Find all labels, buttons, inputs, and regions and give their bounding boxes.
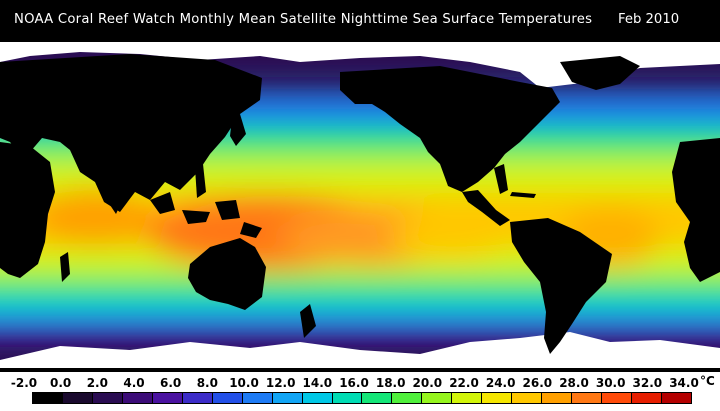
legend-tick-label: 28.0 bbox=[559, 376, 589, 390]
map-date: Feb 2010 bbox=[618, 12, 680, 27]
legend-tick-label: 2.0 bbox=[86, 376, 108, 390]
legend-tick-label: 32.0 bbox=[632, 376, 663, 390]
legend: -2.0 0.0 2.0 4.0 6.0 8.0 10.0 12.0 14.0 16.0 18.0 2… bbox=[0, 372, 720, 411]
color-swatch bbox=[542, 393, 573, 403]
title-bar: NOAA Coral Reef Watch Monthly Mean Satel… bbox=[0, 0, 720, 42]
sst-map bbox=[0, 42, 720, 372]
color-swatch bbox=[182, 393, 213, 403]
legend-tick-label: 26.0 bbox=[522, 376, 553, 390]
sea-ice bbox=[0, 42, 720, 372]
legend-tick-label: 6.0 bbox=[160, 376, 182, 390]
legend-unit: °C bbox=[700, 374, 715, 388]
color-scale-bar bbox=[32, 392, 692, 404]
legend-tick-label: 12.0 bbox=[265, 376, 296, 390]
legend-tick-label: 20.0 bbox=[412, 376, 443, 390]
color-swatch bbox=[62, 393, 93, 403]
color-swatch bbox=[212, 393, 243, 403]
land-masses bbox=[0, 54, 720, 372]
color-swatch bbox=[332, 393, 363, 403]
color-swatch bbox=[452, 393, 483, 403]
color-swatch bbox=[632, 393, 663, 403]
color-swatch bbox=[33, 393, 63, 403]
color-swatch bbox=[272, 393, 303, 403]
legend-tick-label: 30.0 bbox=[595, 376, 626, 390]
color-swatch bbox=[362, 393, 393, 403]
legend-tick-label: 24.0 bbox=[485, 376, 516, 390]
color-swatch bbox=[92, 393, 123, 403]
color-swatch bbox=[572, 393, 603, 403]
color-swatch bbox=[482, 393, 513, 403]
color-swatch bbox=[392, 393, 423, 403]
legend-tick-label: 16.0 bbox=[339, 376, 369, 390]
legend-tick-label: -2.0 bbox=[10, 376, 38, 390]
color-swatch bbox=[152, 393, 183, 403]
color-swatch bbox=[122, 393, 153, 403]
legend-tick-label: 8.0 bbox=[196, 376, 218, 390]
map-title: NOAA Coral Reef Watch Monthly Mean Satel… bbox=[14, 12, 593, 27]
color-swatch bbox=[302, 393, 333, 403]
legend-tick-label: 18.0 bbox=[375, 376, 406, 390]
legend-tick-label: 14.0 bbox=[302, 376, 333, 390]
legend-tick-label: 10.0 bbox=[229, 376, 259, 390]
color-swatch bbox=[242, 393, 273, 403]
color-swatch bbox=[422, 393, 453, 403]
sst-map-image bbox=[0, 42, 720, 372]
color-swatch bbox=[512, 393, 543, 403]
legend-tick-label: 0.0 bbox=[50, 376, 72, 390]
color-swatch bbox=[602, 393, 633, 403]
legend-tick-label: 34.0 bbox=[669, 376, 699, 390]
legend-tick-label: 22.0 bbox=[449, 376, 479, 390]
legend-tick-label: 4.0 bbox=[123, 376, 145, 390]
color-swatch bbox=[662, 393, 691, 403]
